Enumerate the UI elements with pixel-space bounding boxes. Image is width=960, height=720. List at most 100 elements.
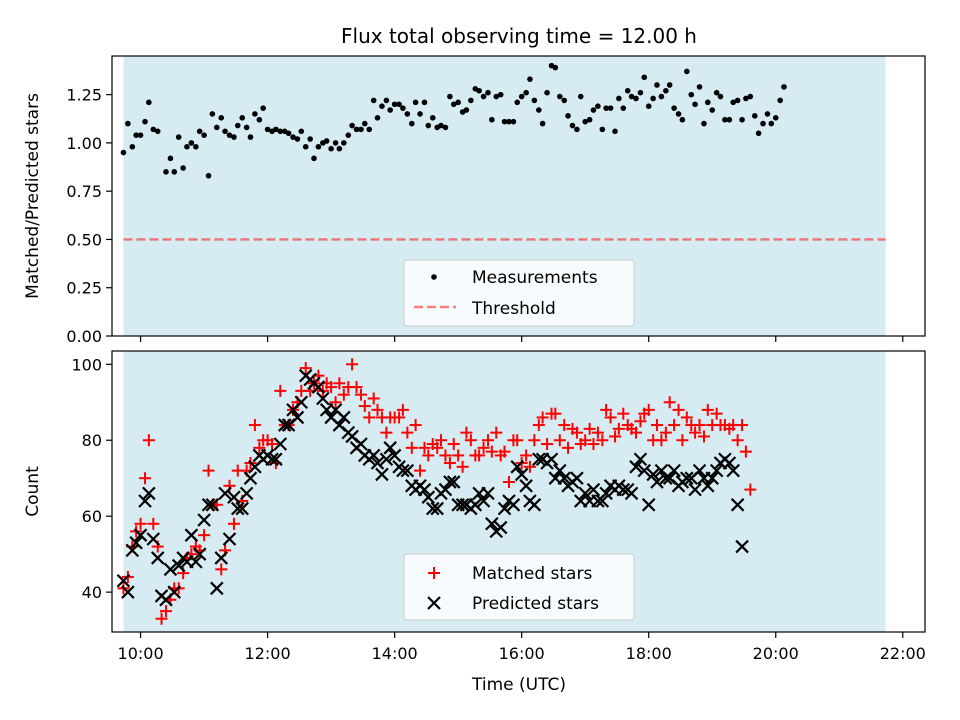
y-tick-label: 0.75 bbox=[66, 182, 102, 201]
measurement-point bbox=[205, 172, 212, 179]
measurement-point bbox=[489, 116, 495, 123]
measurement-point bbox=[577, 93, 584, 100]
matched-star-point bbox=[325, 381, 338, 394]
predicted-star-point bbox=[210, 581, 224, 596]
matched-star-point bbox=[405, 441, 418, 454]
matched-star-point bbox=[532, 419, 545, 432]
measurement-point bbox=[429, 114, 436, 121]
measurement-point bbox=[764, 111, 771, 117]
measurement-point bbox=[480, 93, 487, 100]
y-tick-label: 0.25 bbox=[66, 279, 102, 298]
measurement-point bbox=[425, 122, 432, 129]
y-tick-label: 1.25 bbox=[66, 86, 102, 105]
measurement-point bbox=[180, 165, 186, 171]
matched-star-point bbox=[215, 563, 228, 576]
predicted-star-point bbox=[709, 463, 724, 478]
matched-star-point bbox=[663, 396, 676, 409]
predicted-star-point bbox=[629, 460, 643, 474]
predicted-star-point bbox=[375, 467, 389, 482]
matched-star-point bbox=[520, 449, 533, 462]
measurement-point bbox=[582, 118, 588, 125]
measurement-point bbox=[323, 138, 330, 144]
predicted-star-point bbox=[616, 482, 631, 497]
matched-star-point bbox=[600, 403, 613, 416]
predicted-star-point bbox=[337, 410, 351, 425]
predicted-star-point bbox=[557, 471, 572, 485]
matched-star-point bbox=[672, 403, 685, 416]
matched-star-point bbox=[159, 605, 172, 618]
measurement-point bbox=[421, 99, 428, 106]
matched-star-point bbox=[380, 426, 393, 439]
measurement-point bbox=[751, 113, 758, 119]
matched-star-point bbox=[710, 407, 723, 420]
matched-star-point bbox=[511, 434, 524, 447]
measurement-point bbox=[163, 169, 169, 175]
measurement-point bbox=[345, 132, 352, 138]
y-tick-label: 0.50 bbox=[66, 230, 102, 249]
measurement-point bbox=[755, 130, 762, 137]
measurement-point bbox=[218, 114, 225, 121]
matched-star-point bbox=[473, 449, 486, 462]
measurement-point bbox=[574, 126, 580, 133]
matched-star-point bbox=[485, 445, 498, 458]
measurement-point bbox=[201, 132, 207, 138]
measurement-point bbox=[641, 74, 648, 81]
measurement-point bbox=[383, 97, 390, 104]
measurement-point bbox=[209, 111, 216, 117]
measurement-point bbox=[256, 116, 263, 123]
matched-star-point bbox=[227, 517, 240, 530]
matched-star-point bbox=[155, 612, 168, 625]
predicted-star-point bbox=[485, 516, 499, 531]
measurement-point bbox=[476, 87, 482, 94]
measurement-point bbox=[658, 93, 665, 100]
predicted-star-point bbox=[239, 486, 254, 501]
measurement-point bbox=[633, 95, 639, 102]
matched-star-point bbox=[541, 438, 554, 451]
matched-star-point bbox=[401, 426, 414, 439]
measurement-point bbox=[739, 116, 745, 123]
predicted-star-point bbox=[311, 380, 326, 394]
matched-star-point bbox=[676, 434, 689, 447]
matched-star-point bbox=[693, 419, 706, 432]
measurement-point bbox=[450, 101, 457, 108]
ratio-panel: 0.00 0.25 0.50 0.75 1.00 1.25 Matched/Predict… bbox=[23, 55, 926, 346]
measurement-point bbox=[497, 91, 504, 98]
measurement-point bbox=[231, 134, 237, 140]
ratio-axes-frame bbox=[111, 55, 926, 337]
measurement-point bbox=[561, 97, 568, 104]
measurement-point bbox=[523, 89, 529, 96]
predicted-star-point bbox=[294, 395, 309, 410]
y-tick-label: 40 bbox=[82, 583, 102, 602]
measurement-point bbox=[154, 128, 161, 135]
measurement-point bbox=[569, 122, 576, 129]
predicted-star-point bbox=[730, 498, 745, 512]
predicted-star-point bbox=[227, 490, 241, 504]
matched-star-point bbox=[274, 384, 287, 397]
predicted-star-point bbox=[273, 437, 288, 451]
matched-star-point bbox=[701, 403, 714, 416]
predicted-star-point bbox=[446, 475, 461, 489]
matched-star-point bbox=[253, 441, 266, 454]
predicted-star-point bbox=[290, 410, 305, 425]
measurement-point bbox=[527, 76, 533, 82]
measurement-point bbox=[493, 93, 500, 100]
matched-star-point bbox=[642, 403, 655, 416]
predicted-star-point bbox=[553, 463, 567, 478]
measurement-point bbox=[252, 111, 258, 117]
measurement-point bbox=[374, 114, 381, 121]
predicted-star-point bbox=[595, 494, 610, 508]
measurement-point bbox=[692, 101, 698, 108]
predicted-star-point bbox=[493, 520, 508, 535]
predicted-star-point bbox=[476, 494, 491, 508]
matched-star-point bbox=[147, 517, 160, 530]
measurement-point bbox=[294, 136, 301, 142]
matched-star-point bbox=[549, 407, 562, 420]
measurement-point bbox=[734, 97, 741, 104]
matched-star-point bbox=[443, 457, 456, 470]
measurement-point bbox=[129, 143, 136, 150]
measurement-point bbox=[506, 118, 512, 125]
measurement-point bbox=[544, 89, 550, 96]
measurement-point bbox=[620, 105, 627, 111]
measurement-point bbox=[400, 105, 406, 111]
ratio-y-ticks: 0.00 0.25 0.50 0.75 1.00 1.25 bbox=[66, 86, 112, 346]
